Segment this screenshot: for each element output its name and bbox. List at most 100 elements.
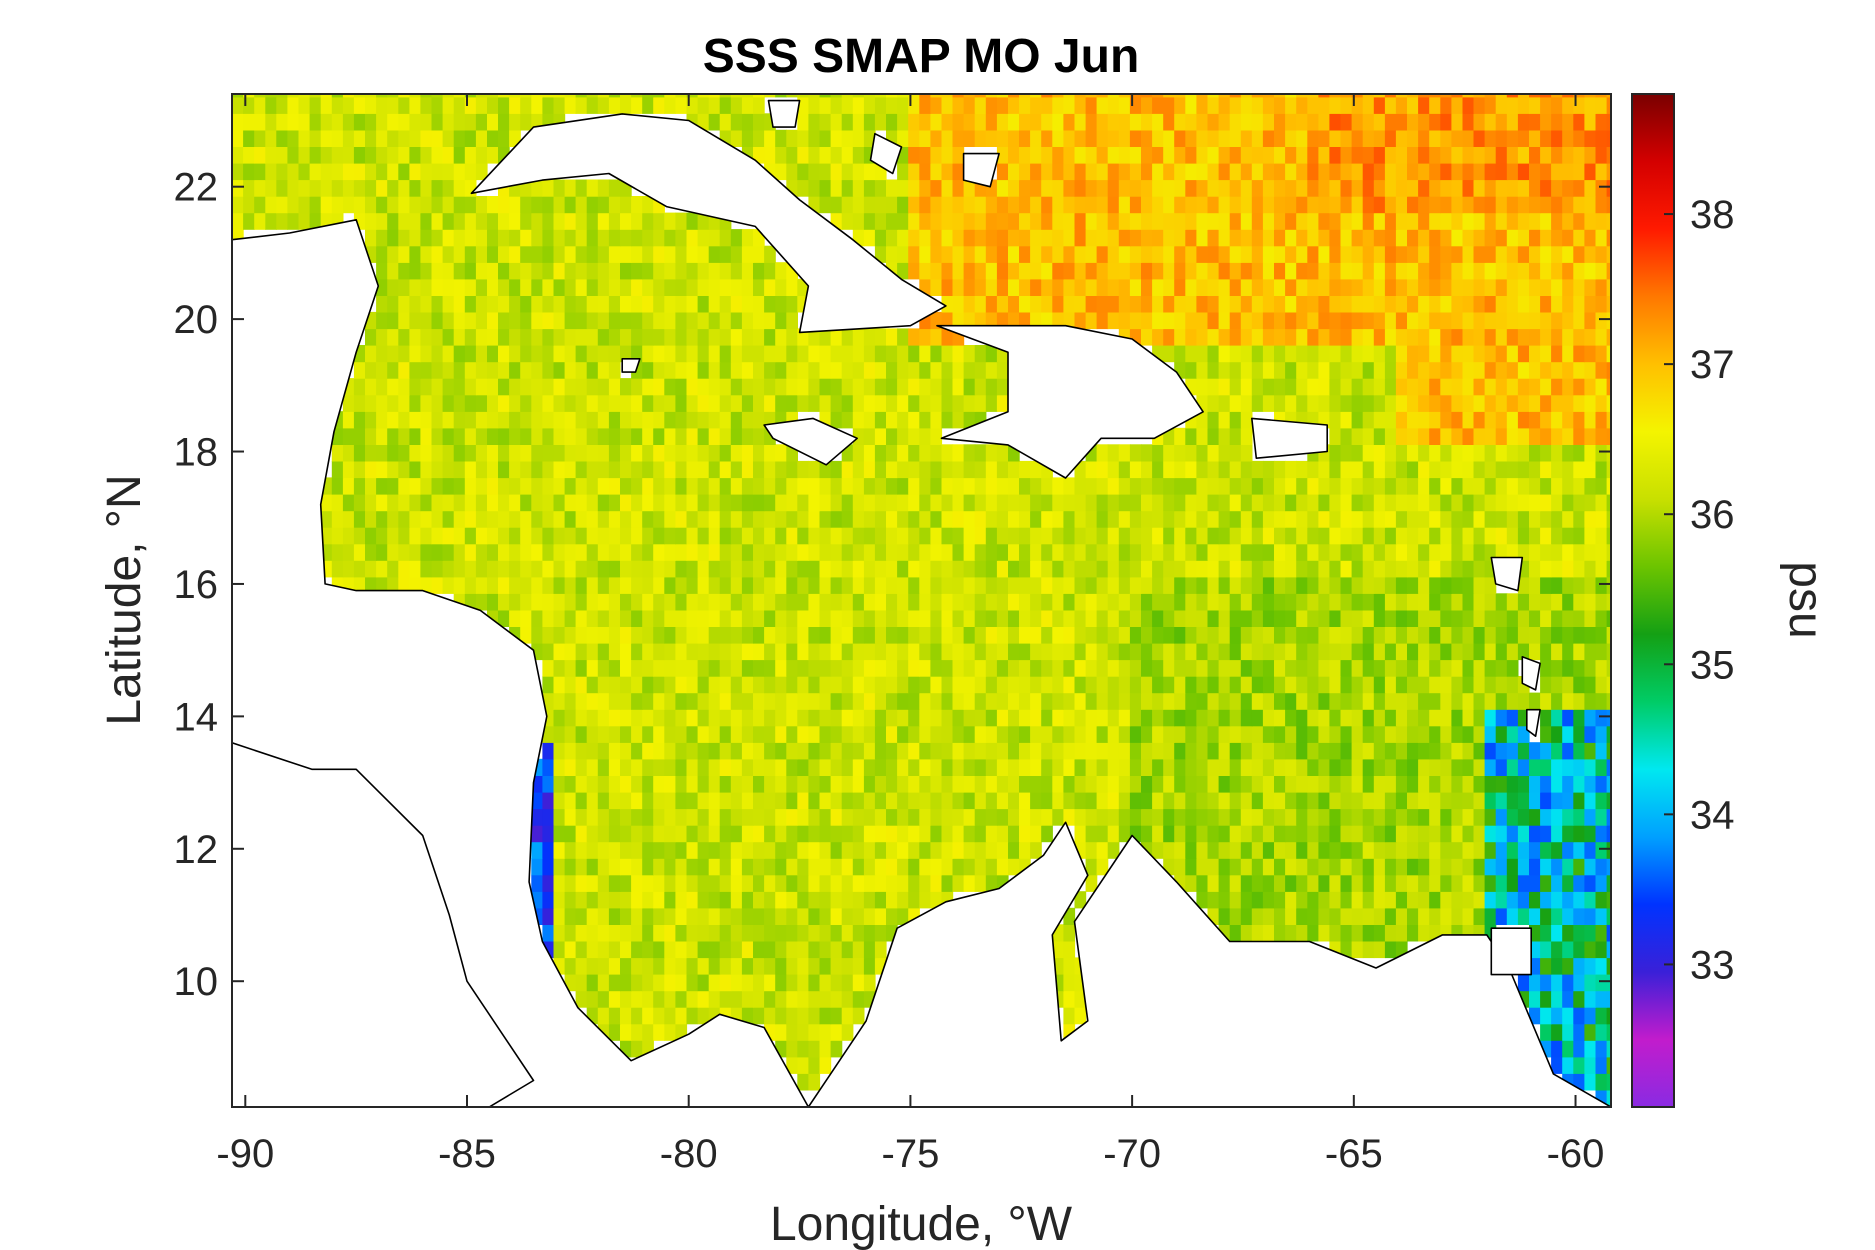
heatmap-cell bbox=[1307, 510, 1319, 528]
heatmap-cell bbox=[1262, 510, 1275, 528]
heatmap-cell bbox=[1251, 891, 1264, 909]
heatmap-cell bbox=[586, 394, 599, 412]
heatmap-cell bbox=[1473, 808, 1486, 826]
heatmap-cell bbox=[952, 278, 965, 296]
heatmap-cell bbox=[642, 345, 654, 363]
heatmap-cell bbox=[886, 444, 898, 462]
heatmap-cell bbox=[542, 593, 555, 611]
heatmap-cell bbox=[1407, 891, 1419, 909]
heatmap-cell bbox=[608, 543, 621, 561]
heatmap-cell bbox=[841, 808, 854, 826]
heatmap-cell bbox=[797, 676, 809, 694]
heatmap-cell bbox=[786, 858, 798, 876]
heatmap-cell bbox=[1240, 278, 1253, 296]
heatmap-cell bbox=[1395, 576, 1408, 594]
heatmap-cell bbox=[874, 328, 887, 346]
heatmap-cell bbox=[819, 494, 832, 512]
heatmap-cell bbox=[1584, 709, 1597, 727]
heatmap-cell bbox=[1440, 378, 1452, 396]
heatmap-cell bbox=[786, 1023, 798, 1041]
heatmap-cell bbox=[1141, 245, 1153, 263]
heatmap-cell bbox=[919, 676, 931, 694]
heatmap-cell bbox=[985, 791, 998, 810]
heatmap-cell bbox=[1074, 510, 1087, 528]
heatmap-cell bbox=[653, 609, 665, 627]
heatmap-cell bbox=[1540, 278, 1552, 296]
heatmap-cell bbox=[1384, 460, 1397, 479]
heatmap-cell bbox=[531, 609, 543, 627]
heatmap-cell bbox=[897, 709, 909, 727]
heatmap-cell bbox=[542, 444, 555, 462]
heatmap-cell bbox=[841, 378, 854, 396]
heatmap-cell bbox=[764, 245, 776, 263]
heatmap-cell bbox=[786, 1040, 798, 1058]
heatmap-cell bbox=[608, 692, 621, 710]
heatmap-cell bbox=[1251, 245, 1264, 263]
heatmap-cell bbox=[730, 940, 743, 959]
heatmap-cell bbox=[1362, 858, 1375, 876]
heatmap-cell bbox=[1595, 311, 1608, 330]
heatmap-cell bbox=[1540, 477, 1552, 495]
heatmap-cell bbox=[775, 742, 787, 760]
heatmap-cell bbox=[1395, 924, 1408, 942]
heatmap-cell bbox=[575, 841, 588, 859]
heatmap-cell bbox=[1152, 808, 1164, 826]
heatmap-cell bbox=[398, 477, 410, 495]
heatmap-cell bbox=[830, 212, 843, 230]
heatmap-cell bbox=[1251, 229, 1264, 247]
heatmap-cell bbox=[1351, 775, 1364, 793]
heatmap-cell bbox=[1030, 295, 1042, 313]
heatmap-cell bbox=[1584, 229, 1597, 247]
heatmap-cell bbox=[963, 593, 976, 611]
heatmap-cell bbox=[897, 229, 909, 247]
heatmap-cell bbox=[531, 427, 543, 445]
heatmap-cell bbox=[985, 609, 998, 627]
heatmap-cell bbox=[1085, 527, 1098, 545]
heatmap-cell bbox=[1240, 527, 1253, 545]
heatmap-cell bbox=[1096, 245, 1109, 263]
heatmap-cell bbox=[1540, 742, 1552, 760]
heatmap-cell bbox=[1440, 394, 1452, 412]
heatmap-cell bbox=[1484, 444, 1497, 462]
heatmap-cell bbox=[753, 378, 765, 396]
heatmap-cell bbox=[597, 394, 610, 412]
heatmap-cell bbox=[1362, 345, 1375, 363]
heatmap-cell bbox=[398, 560, 410, 578]
heatmap-cell bbox=[1506, 907, 1519, 925]
heatmap-cell bbox=[1041, 758, 1053, 776]
heatmap-cell bbox=[1152, 510, 1164, 528]
heatmap-cell bbox=[1362, 394, 1375, 412]
heatmap-cell bbox=[653, 940, 665, 959]
heatmap-cell bbox=[1251, 278, 1264, 296]
heatmap-cell bbox=[1429, 825, 1441, 843]
heatmap-cell bbox=[620, 775, 632, 793]
heatmap-cell bbox=[941, 758, 954, 776]
heatmap-cell bbox=[1440, 841, 1452, 859]
heatmap-cell bbox=[431, 411, 444, 429]
heatmap-cell bbox=[608, 957, 621, 975]
heatmap-cell bbox=[664, 494, 676, 512]
heatmap-cell bbox=[819, 510, 832, 528]
heatmap-cell bbox=[1351, 709, 1364, 727]
heatmap-cell bbox=[1063, 742, 1076, 760]
heatmap-cell bbox=[930, 411, 943, 429]
heatmap-cell bbox=[1462, 891, 1475, 909]
heatmap-cell bbox=[1218, 709, 1231, 727]
heatmap-cell bbox=[564, 725, 577, 743]
heatmap-cell bbox=[1019, 808, 1031, 826]
heatmap-cell bbox=[708, 891, 721, 909]
heatmap-cell bbox=[1551, 1023, 1563, 1041]
heatmap-cell bbox=[1163, 576, 1175, 594]
heatmap-cell bbox=[1429, 709, 1441, 727]
heatmap-cell bbox=[941, 576, 954, 594]
heatmap-cell bbox=[764, 560, 776, 578]
heatmap-cell bbox=[741, 676, 754, 694]
heatmap-cell bbox=[930, 477, 943, 495]
heatmap-cell bbox=[653, 907, 665, 925]
heatmap-cell bbox=[730, 709, 743, 727]
heatmap-cell bbox=[1196, 543, 1209, 561]
heatmap-cell bbox=[1573, 1040, 1585, 1058]
heatmap-cell bbox=[886, 709, 898, 727]
heatmap-cell bbox=[475, 560, 488, 578]
heatmap-cell bbox=[1008, 692, 1020, 710]
